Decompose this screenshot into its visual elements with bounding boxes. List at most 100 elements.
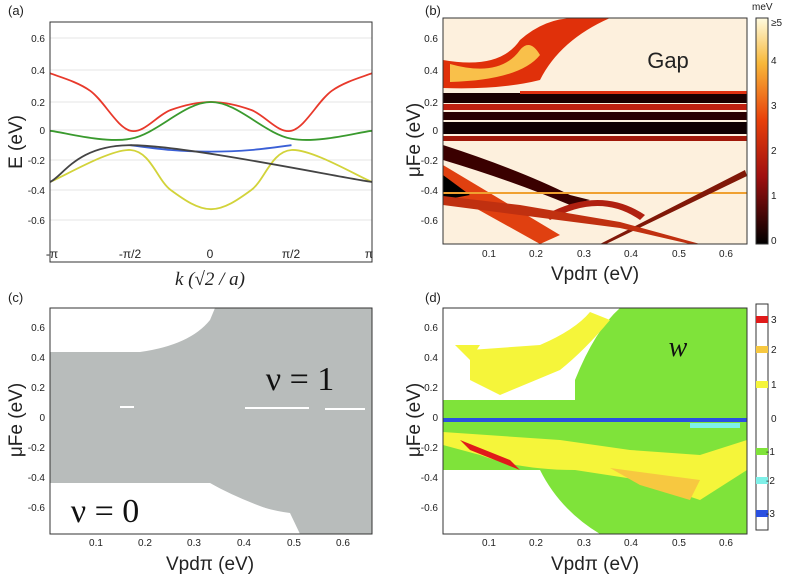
legend-label: 0 bbox=[771, 414, 777, 425]
xtick: 0.4 bbox=[624, 249, 638, 260]
ytick: -0.6 bbox=[28, 503, 46, 514]
heat-band bbox=[443, 136, 747, 141]
panel-d-frame bbox=[442, 307, 748, 535]
nu0-region bbox=[50, 483, 210, 534]
panel-c-xticks: 0.1 0.2 0.3 0.4 0.5 0.6 bbox=[89, 538, 350, 549]
panel-b-ylabel: μFe (eV) bbox=[404, 103, 425, 177]
legend-swatch-minus1 bbox=[756, 448, 768, 455]
ytick: 0.4 bbox=[31, 66, 45, 77]
panel-a-xlabel: k (√2 / a) bbox=[175, 269, 245, 290]
legend-swatch-minus3 bbox=[756, 510, 768, 517]
panel-d-heatmap bbox=[443, 308, 747, 534]
ytick: -0.2 bbox=[28, 156, 46, 167]
winding-minus1-band bbox=[443, 425, 747, 429]
xtick: 0.3 bbox=[187, 538, 201, 549]
band-line-band4 bbox=[50, 149, 372, 211]
ytick: -0.6 bbox=[421, 216, 439, 227]
xtick: 0.2 bbox=[529, 538, 543, 549]
panel-d-ylabel: μFe (eV) bbox=[404, 383, 425, 457]
colorbar-tick: 4 bbox=[771, 56, 777, 67]
gap-line bbox=[120, 406, 134, 408]
xtick: 0.1 bbox=[482, 249, 496, 260]
colorbar-tick: 0 bbox=[771, 236, 777, 247]
ytick: 0 bbox=[432, 413, 438, 424]
colorbar-tick: 2 bbox=[771, 146, 777, 157]
ytick: 0.4 bbox=[424, 353, 438, 364]
ytick: -0.4 bbox=[421, 186, 439, 197]
panel-a-label: (a) bbox=[8, 3, 24, 18]
panel-b-annotation: Gap bbox=[647, 48, 689, 73]
panel-c: (c) ν = 1 ν = 0 0.6 0.4 0.2 0 -0.2 -0.4 … bbox=[6, 290, 373, 575]
ytick: -0.6 bbox=[28, 216, 46, 227]
legend-box bbox=[755, 303, 769, 531]
panel-b-label: (b) bbox=[425, 3, 441, 18]
heat-region bbox=[443, 145, 590, 205]
xtick: 0 bbox=[207, 247, 214, 261]
winding-minus1-band bbox=[443, 410, 747, 413]
ytick: -0.4 bbox=[28, 186, 46, 197]
winding-2-region bbox=[610, 468, 700, 500]
panel-d-label: (d) bbox=[425, 290, 441, 305]
ytick: -0.2 bbox=[421, 156, 439, 167]
panel-c-yticks: 0.6 0.4 0.2 0 -0.2 -0.4 -0.6 bbox=[28, 323, 46, 514]
legend-labels: 3 2 1 0 -1 -2 -3 bbox=[766, 315, 777, 520]
ytick: 0.6 bbox=[31, 34, 45, 45]
legend-label: -2 bbox=[766, 476, 775, 487]
heat-band bbox=[443, 93, 747, 103]
panel-a-bands bbox=[50, 72, 372, 211]
panel-a-grid bbox=[50, 37, 372, 221]
colorbar bbox=[755, 17, 769, 245]
heat-region bbox=[545, 200, 645, 220]
panel-b-yticks: 0.6 0.4 0.2 0 -0.2 -0.4 -0.6 bbox=[421, 34, 439, 227]
gap-line bbox=[325, 408, 365, 410]
legend-swatch-2 bbox=[756, 346, 768, 353]
panel-b-xlabel: Vpdπ (eV) bbox=[551, 264, 639, 285]
panel-b: (b) Gap meV ≥5 4 3 2 1 bbox=[404, 2, 782, 285]
legend-label: -3 bbox=[766, 509, 775, 520]
panel-d-annotation: w bbox=[669, 332, 688, 363]
winding-1-region bbox=[470, 312, 610, 395]
panel-d: (d) w 3 2 1 0 bbox=[404, 290, 777, 575]
winding-minus2-band bbox=[690, 423, 740, 428]
gap-line bbox=[245, 407, 309, 409]
xtick: 0.1 bbox=[89, 538, 103, 549]
colorbar-unit: meV bbox=[752, 2, 773, 13]
xtick: 0.6 bbox=[719, 538, 733, 549]
panel-d-yticks: 0.6 0.4 0.2 0 -0.2 -0.4 -0.6 bbox=[421, 323, 439, 514]
xtick: -π bbox=[46, 247, 58, 261]
xtick: 0.4 bbox=[624, 538, 638, 549]
heat-band bbox=[443, 122, 747, 134]
panel-a-xticks: -π -π/2 0 π/2 π bbox=[46, 247, 373, 261]
ytick: 0.6 bbox=[424, 323, 438, 334]
panel-c-xlabel: Vpdπ (eV) bbox=[166, 554, 254, 575]
xtick: 0.4 bbox=[237, 538, 251, 549]
panel-b-xticks: 0.1 0.2 0.3 0.4 0.5 0.6 bbox=[482, 249, 733, 260]
panel-b-heatmap bbox=[443, 18, 747, 244]
ytick: 0.4 bbox=[31, 353, 45, 364]
ytick: 0.2 bbox=[424, 98, 438, 109]
winding-1-region bbox=[455, 345, 480, 360]
ytick: 0.6 bbox=[31, 323, 45, 334]
heat-region bbox=[443, 196, 700, 244]
heat-region bbox=[450, 45, 540, 82]
panel-d-xticks: 0.1 0.2 0.3 0.4 0.5 0.6 bbox=[482, 538, 733, 549]
nu0-label: ν = 0 bbox=[71, 493, 140, 530]
nu1-region bbox=[50, 308, 372, 483]
colorbar-tick: ≥5 bbox=[771, 18, 782, 29]
winding-3-region bbox=[460, 440, 520, 470]
panel-c-label: (c) bbox=[8, 290, 23, 305]
legend-swatch-minus2 bbox=[756, 477, 768, 484]
xtick: 0.3 bbox=[577, 538, 591, 549]
panel-d-xlabel: Vpdπ (eV) bbox=[551, 554, 639, 575]
panel-b-frame bbox=[442, 17, 748, 245]
heat-band bbox=[443, 104, 747, 110]
heat-region bbox=[600, 170, 747, 244]
xtick: 0.5 bbox=[672, 249, 686, 260]
nu0-region bbox=[210, 483, 300, 534]
winding-minus3-band bbox=[443, 418, 747, 422]
colorbar-ticks: ≥5 4 3 2 1 0 bbox=[771, 18, 782, 247]
xtick: π bbox=[365, 247, 373, 261]
xtick: 0.6 bbox=[719, 249, 733, 260]
legend-label: 2 bbox=[771, 345, 777, 356]
